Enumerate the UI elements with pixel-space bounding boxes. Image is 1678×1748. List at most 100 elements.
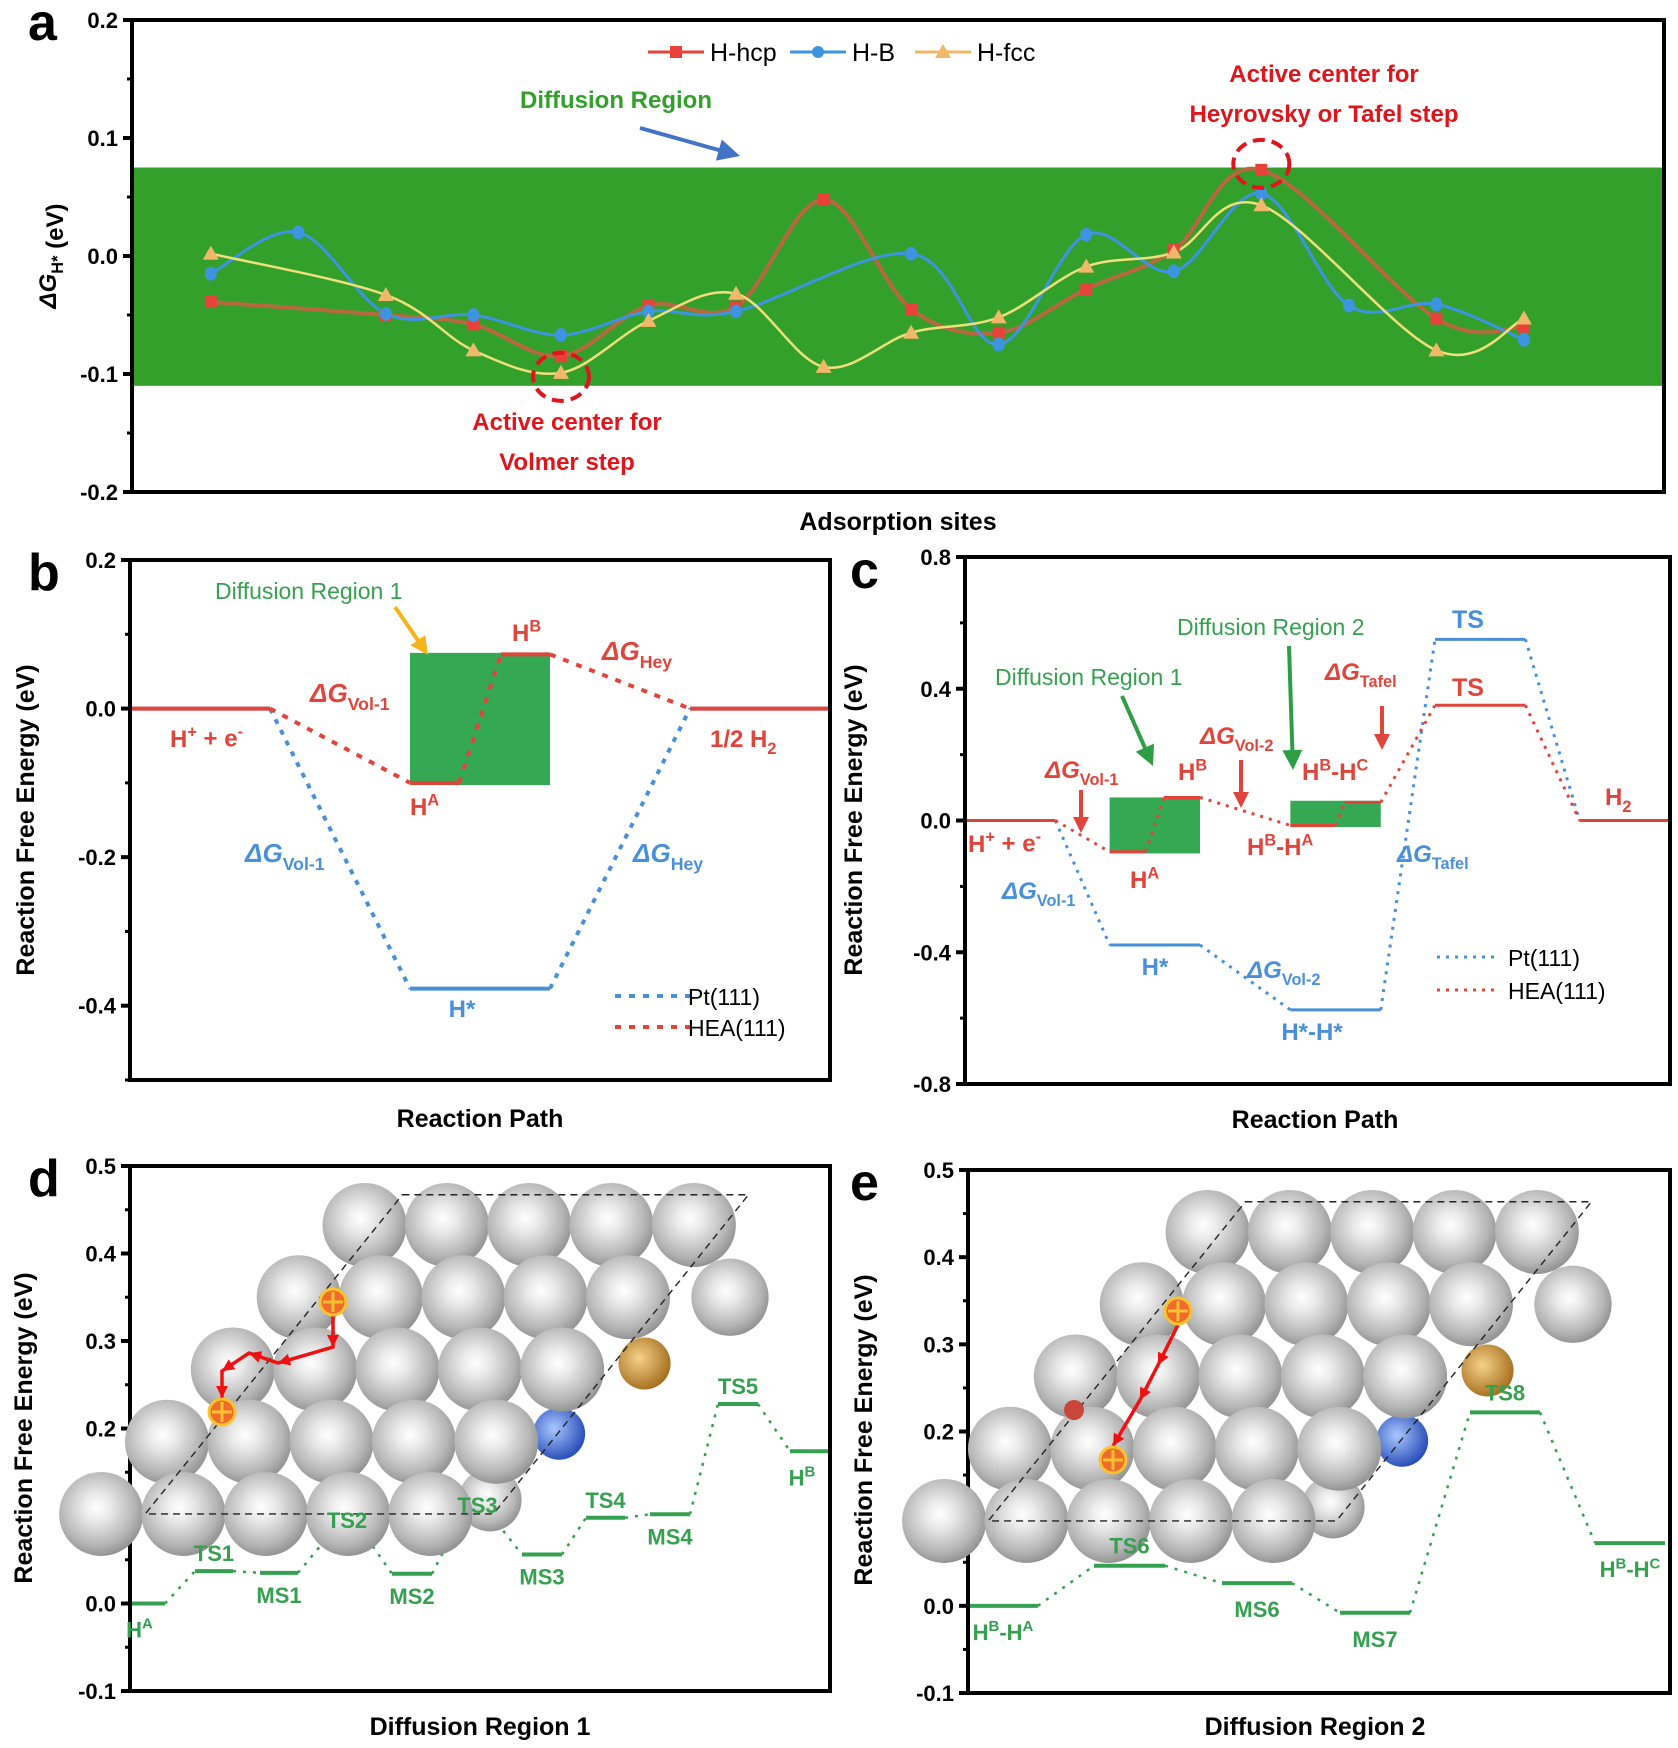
label-dg-tafel-hea: ΔGTafel (1324, 659, 1397, 691)
y-tick-label: -0.4 (78, 994, 117, 1019)
diffusion-region-arrow-head (715, 139, 740, 161)
atom (585, 1255, 670, 1340)
level-label: HB-HA (973, 1618, 1034, 1645)
dg-vol2-arrow-head (1233, 792, 1249, 808)
atom (1534, 1265, 1612, 1343)
atom (458, 1468, 522, 1532)
energy-connector (1291, 1582, 1341, 1614)
y-tick-label: 0.4 (920, 677, 951, 702)
y-axis-title-a: ΔGH* (eV) (35, 204, 69, 310)
marker-H-fcc (1428, 342, 1445, 357)
panel-label-b: b (28, 544, 60, 602)
atom (1182, 1262, 1267, 1347)
atom (1297, 1406, 1382, 1491)
marker-H-hcp (204, 296, 217, 309)
plot-frame-b (128, 558, 832, 1082)
y-tick-label: -0.2 (80, 480, 118, 505)
marker-H-fcc (465, 342, 482, 357)
y-tick-label: -0.4 (913, 940, 952, 965)
marker-H-fcc (202, 245, 219, 260)
panel-label-c: c (850, 542, 879, 600)
level-label: MS3 (519, 1565, 564, 1590)
y-tick-label: 0.5 (85, 1154, 116, 1179)
hea-111-connector (1199, 796, 1291, 827)
atom (1116, 1334, 1201, 1419)
marker-H-hcp (817, 193, 830, 206)
y-tick-label: 0.4 (923, 1245, 954, 1270)
marker-H-B (1167, 264, 1180, 279)
atom (1247, 1190, 1332, 1274)
marker-H-hcp (992, 326, 1005, 339)
label-dg-vol2-hea: ΔGVol-2 (1199, 723, 1273, 755)
panel-label-a: a (28, 0, 58, 52)
y-tick-label: 0.2 (923, 1420, 954, 1445)
x-axis-title-b: Reaction Path (397, 1105, 564, 1133)
diffusion-path-arrowhead (1158, 1351, 1169, 1365)
atom (421, 1255, 506, 1340)
label-dg-hey-hea: ΔGHey (601, 636, 672, 672)
atom (487, 1183, 572, 1267)
legend-hea-label: HEA(111) (688, 1015, 786, 1041)
level-label: TS5 (718, 1374, 758, 1399)
atom (1149, 1478, 1234, 1563)
hea-111-connector (457, 653, 503, 784)
level-label: TS3 (457, 1493, 497, 1518)
diffusion-region-2-arrow (1287, 645, 1295, 761)
marker-H-fcc (377, 286, 394, 301)
label-hb: HB (512, 617, 541, 647)
level-label: HA (126, 1616, 153, 1643)
diffusion-path-arrowhead (327, 1335, 339, 1347)
atom (59, 1471, 144, 1556)
label-ts-hea: TS (1452, 674, 1484, 702)
label-dg-vol1-pt: ΔGVol-1 (1001, 878, 1075, 910)
label-hb-ha: HB-HA (1247, 831, 1313, 861)
atom (322, 1183, 407, 1267)
atom-blue (533, 1407, 586, 1460)
active-center-volmer-circle (530, 350, 591, 403)
y-tick-label: 0.0 (920, 809, 951, 834)
marker-H-B (1080, 227, 1093, 242)
diffusion-path-arrowhead (278, 1353, 292, 1366)
atom (1301, 1475, 1365, 1539)
atom (454, 1399, 539, 1484)
y-tick-label: 0.3 (923, 1332, 954, 1357)
volmer-annotation-line: Volmer step (499, 449, 635, 476)
marker-H-hcp (1080, 283, 1093, 296)
marker-H-hcp (1430, 312, 1443, 325)
atom (1494, 1190, 1579, 1274)
energy-connector (496, 1522, 523, 1556)
y-tick-label: 0.2 (87, 8, 118, 33)
label-dg-vol1-pt: ΔGVol-1 (244, 838, 325, 874)
y-tick-label: -0.1 (78, 1679, 116, 1704)
panel-label-d: d (28, 1150, 60, 1208)
y-tick-label: 0.3 (85, 1329, 116, 1354)
energy-connector (1164, 1564, 1223, 1585)
label-ha: HA (410, 791, 439, 821)
level-label: MS6 (1234, 1597, 1279, 1622)
energy-connector (560, 1517, 588, 1556)
diffusion-region-arrow (639, 126, 733, 156)
hea-111-connector (1379, 704, 1437, 804)
atom (289, 1399, 374, 1484)
energy-connector (232, 1569, 261, 1575)
panel-b-chart: 0.2 0.0 -0.2 -0.4 (78, 548, 832, 1082)
y-axis-title-c: Reaction Free Energy (eV) (840, 664, 868, 975)
panel-e-chart: 0.50.40.30.20.10.0-0.1 (916, 1158, 1672, 1706)
diffusion-region-2-arrow-head (1282, 749, 1303, 770)
atom (125, 1399, 209, 1484)
marker-H-fcc (640, 312, 657, 327)
marker-H-hcp (467, 318, 480, 331)
label-dg-hey-pt: ΔGHey (632, 838, 703, 874)
marker-H-B (1255, 186, 1268, 201)
legend-label: H-fcc (977, 39, 1035, 67)
x-axis-title-a: Adsorption sites (799, 508, 996, 536)
level-label: TS8 (1485, 1380, 1525, 1405)
pt-111-connector (268, 707, 412, 990)
y-tick-label: -0.2 (78, 845, 116, 870)
marker-H-B (1430, 297, 1443, 312)
atom (1280, 1334, 1365, 1419)
legend-label: H-B (852, 39, 895, 67)
dg-tafel-arrow-head (1374, 734, 1390, 750)
marker-H-hcp (905, 303, 918, 316)
diffusion-region-band (132, 167, 1664, 386)
